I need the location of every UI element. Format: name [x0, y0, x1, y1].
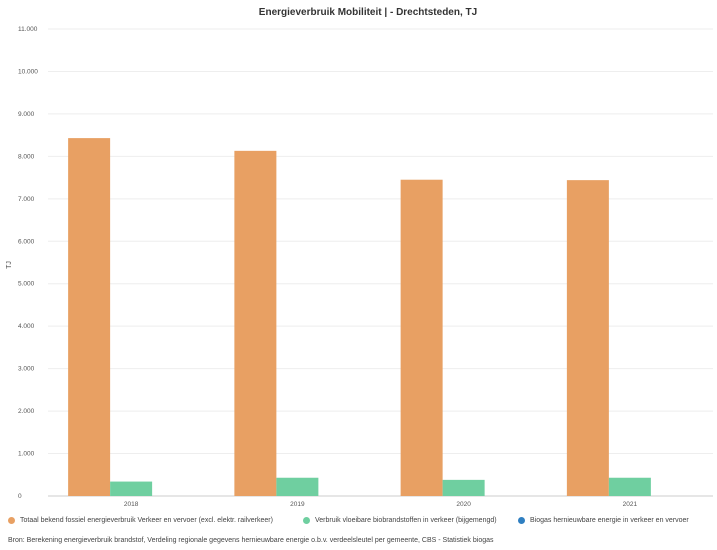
x-tick-label: 2020 — [456, 501, 471, 508]
bar-2020-series-1[interactable] — [400, 179, 443, 497]
legend-item-biogas[interactable]: Biogas hernieuwbare energie in verkeer e… — [518, 517, 689, 524]
bar-2018-series-2[interactable] — [110, 481, 153, 496]
y-tick-label: 11.000 — [18, 26, 38, 33]
legend-marker-biofuel — [303, 517, 310, 524]
y-tick-label: 10.000 — [18, 68, 38, 75]
y-tick-label: 3.000 — [18, 366, 35, 373]
source-note: Bron: Berekening energieverbruik brandst… — [8, 537, 494, 544]
bars — [68, 138, 651, 497]
x-tick-label: 2019 — [290, 501, 305, 508]
bar-2019-series-1[interactable] — [234, 150, 277, 496]
legend-item-biofuel[interactable]: Verbruik vloeibare biobrandstoffen in ve… — [303, 517, 497, 524]
y-tick-label: 7.000 — [18, 196, 35, 203]
bar-2021-series-1[interactable] — [566, 180, 609, 496]
legend-item-fossil[interactable]: Totaal bekend fossiel energieverbruik Ve… — [8, 517, 273, 524]
legend-label-biofuel: Verbruik vloeibare biobrandstoffen in ve… — [315, 517, 497, 524]
bar-2018-series-1[interactable] — [68, 138, 111, 496]
chart-title: Energieverbruik Mobiliteit | - Drechtste… — [259, 7, 477, 18]
y-tick-label: 2.000 — [18, 408, 35, 415]
x-tick-label: 2021 — [623, 501, 638, 508]
y-tick-label: 8.000 — [18, 153, 35, 160]
chart: Energieverbruik Mobiliteit | - Drechtste… — [6, 7, 713, 508]
y-tick-label: 9.000 — [18, 111, 35, 118]
x-tick-labels: 2018 2019 2020 2021 — [124, 501, 638, 508]
x-tick-label: 2018 — [124, 501, 139, 508]
legend-marker-biogas — [518, 517, 525, 524]
y-tick-label: 6.000 — [18, 238, 35, 245]
gridlines — [48, 28, 713, 497]
bar-2021-series-2[interactable] — [608, 477, 651, 496]
y-axis-label: TJ — [6, 261, 13, 269]
legend-label-biogas: Biogas hernieuwbare energie in verkeer e… — [530, 517, 689, 524]
bar-2020-series-2[interactable] — [442, 479, 485, 496]
legend: Totaal bekend fossiel energieverbruik Ve… — [8, 517, 713, 531]
y-tick-label: 4.000 — [18, 323, 35, 330]
legend-label-fossil: Totaal bekend fossiel energieverbruik Ve… — [20, 517, 273, 524]
y-tick-labels: 0 1.000 2.000 3.000 4.000 5.000 6.000 7.000 8.00… — [18, 26, 38, 500]
y-tick-label: 1.000 — [18, 451, 35, 458]
bar-2019-series-2[interactable] — [276, 477, 319, 496]
y-tick-label: 0 — [18, 493, 22, 500]
legend-marker-fossil — [8, 517, 15, 524]
y-tick-label: 5.000 — [18, 281, 35, 288]
